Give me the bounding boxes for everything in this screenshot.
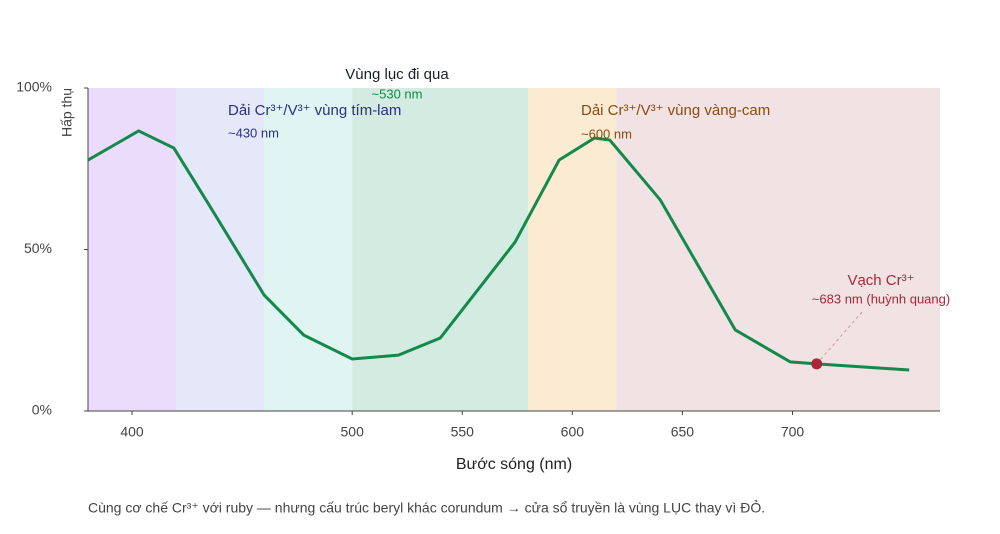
annotation-title: Dải Cr³⁺/V³⁺ vùng vàng-cam	[581, 102, 770, 119]
band	[616, 88, 940, 411]
band	[528, 88, 617, 411]
band	[176, 88, 265, 411]
x-axis-label: Bước sóng (nm)	[456, 456, 572, 473]
y-tick-label: 50%	[24, 240, 52, 256]
y-axis-label: Hấp thụ	[59, 88, 75, 137]
x-tick-label: 600	[561, 424, 585, 440]
x-tick-label: 500	[341, 424, 365, 440]
x-tick-label: 400	[120, 424, 144, 440]
annotation-sub: ~530 nm	[372, 86, 423, 101]
annotation-title: Dải Cr³⁺/V³⁺ vùng tím-lam	[228, 102, 401, 119]
y-tick-label: 100%	[16, 79, 52, 95]
x-tick-label: 700	[781, 424, 805, 440]
band	[352, 88, 529, 411]
annotation-sub: ~600 nm	[581, 126, 632, 141]
annotation-title: Vùng lục đi qua	[345, 66, 449, 83]
x-tick-label: 550	[451, 424, 475, 440]
band	[264, 88, 353, 411]
x-tick-label: 650	[671, 424, 695, 440]
footnote: Cùng cơ chế Cr³⁺ với ruby — nhưng cấu tr…	[88, 499, 765, 516]
annotation-sub: ~430 nm	[228, 125, 279, 140]
annotation-sub: ~683 nm (huỳnh quang)	[812, 291, 950, 306]
line	[87, 129, 910, 372]
y-tick-label: 0%	[32, 402, 52, 418]
plot	[87, 88, 940, 412]
annotation-title: Vạch Cr³⁺	[847, 272, 914, 289]
marker	[811, 358, 823, 370]
